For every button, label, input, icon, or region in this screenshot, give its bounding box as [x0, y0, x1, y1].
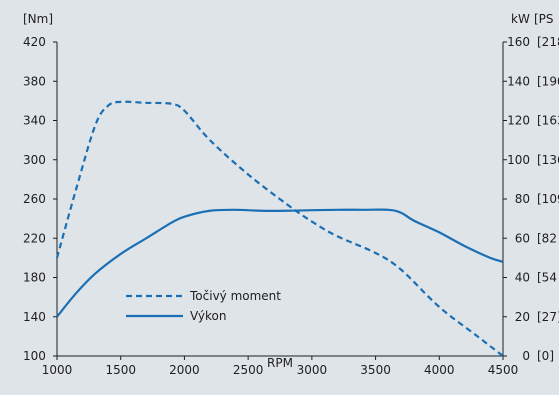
right-tick-label-ps: [54: [537, 271, 557, 285]
left-tick-label: 100: [23, 349, 46, 363]
x-axis-label: RPM: [267, 356, 293, 370]
right-tick-label-kw: 60: [515, 231, 530, 245]
right-tick-label-kw: 120: [507, 114, 530, 128]
x-tick-label: 1500: [105, 363, 136, 377]
left-tick-label: 180: [23, 271, 46, 285]
x-tick-label: 3500: [360, 363, 391, 377]
right-tick-label-kw: 140: [507, 74, 530, 88]
x-tick-label: 3000: [297, 363, 328, 377]
left-tick-label: 220: [23, 231, 46, 245]
torque-series-line: [55, 100, 504, 357]
series-layer: [55, 100, 504, 357]
right-tick-label-kw: 160: [507, 35, 530, 49]
right-tick-label-ps: [82: [537, 231, 557, 245]
left-tick-label: 380: [23, 74, 46, 88]
right-tick-label-kw: 0: [522, 349, 530, 363]
left-tick-label: 300: [23, 153, 46, 167]
right-tick-label-kw: 20: [515, 310, 530, 324]
right-tick-label-ps: [190: [537, 74, 559, 88]
left-tick-label: 140: [23, 310, 46, 324]
right-axis-label-ps: [PS: [534, 12, 554, 26]
legend-label-power: Výkon: [190, 309, 226, 323]
x-tick-label: 4500: [488, 363, 519, 377]
x-tick-label: 2500: [233, 363, 264, 377]
left-tick-label: 260: [23, 192, 46, 206]
x-tick-label: 2000: [169, 363, 200, 377]
right-tick-label-kw: 100: [507, 153, 530, 167]
left-axis: [Nm] 100 140 180 220 260 300 340 380 420: [23, 12, 58, 363]
left-tick-label: 420: [23, 35, 46, 49]
right-tick-label-ps: [136: [537, 153, 559, 167]
x-axis: 1000 1500 2000 2500 3000 3500 4000 4500 RPM: [42, 355, 519, 377]
right-tick-label-ps: [109: [537, 192, 559, 206]
right-axis-label-kw: kW: [511, 12, 530, 26]
legend: Točivý moment Výkon: [126, 289, 281, 323]
right-tick-label-ps: [218: [537, 35, 559, 49]
right-tick-label-kw: 40: [515, 271, 530, 285]
right-tick-label-ps: [27]: [537, 310, 559, 324]
power-series-line: [56, 208, 504, 318]
left-axis-label: [Nm]: [23, 12, 53, 26]
right-tick-label-ps: [163: [537, 114, 559, 128]
left-tick-label: 340: [23, 114, 46, 128]
x-tick-label: 1000: [42, 363, 73, 377]
right-axis: kW [PS 0 [0] 20 [27] 40 [54 60 [82 80 [109 100 [136…: [502, 12, 559, 363]
right-tick-label-ps: [0]: [537, 349, 554, 363]
right-tick-label-kw: 80: [515, 192, 530, 206]
x-tick-label: 4000: [424, 363, 455, 377]
legend-label-torque: Točivý moment: [189, 289, 281, 303]
